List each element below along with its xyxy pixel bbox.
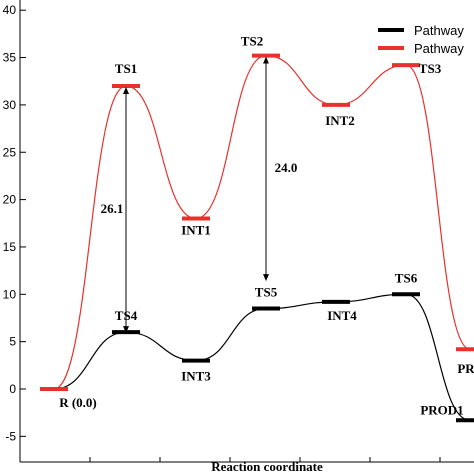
y-tick-label: 30 — [3, 98, 17, 112]
state-label: TS2 — [241, 34, 263, 49]
y-tick-label: 10 — [3, 287, 17, 301]
state-label: INT3 — [181, 369, 211, 384]
pathway-curves — [53, 55, 471, 421]
state-label: TS3 — [419, 61, 442, 76]
barrier-value-label: 26.1 — [101, 201, 124, 216]
state-label: R (0.0) — [59, 395, 97, 410]
state-label: PR — [457, 361, 474, 376]
state-label: INT2 — [325, 113, 355, 128]
legend-label: Pathway — [414, 41, 464, 56]
state-label: INT1 — [181, 223, 211, 238]
y-tick-label: 20 — [3, 193, 17, 207]
y-tick-label: 25 — [3, 145, 17, 159]
state-labels: TS4 INT3 TS5 INT4 TS6 PROD1 R (0.0) TS1 INT1 TS2 I… — [59, 34, 474, 418]
y-tick-label: 0 — [9, 382, 16, 396]
state-label: TS5 — [255, 285, 278, 300]
y-tick-label: -5 — [5, 429, 16, 443]
legend-label: Pathway — [414, 23, 464, 38]
y-tick-label: 35 — [3, 51, 17, 65]
state-label: INT4 — [327, 308, 357, 323]
state-label: TS1 — [115, 61, 137, 76]
barrier-arrows: 26.1 24.0 — [101, 56, 298, 334]
state-label: PROD1 — [420, 402, 463, 417]
state-label: TS6 — [395, 270, 418, 285]
y-tick-label: 5 — [9, 335, 16, 349]
y-tick-label: 15 — [3, 240, 17, 254]
pathway-curve — [53, 55, 471, 390]
y-tick-label: 40 — [3, 3, 17, 17]
state-label: TS4 — [115, 308, 138, 323]
barrier-value-label: 24.0 — [275, 160, 298, 175]
legend: Pathway Pathway — [378, 23, 464, 56]
energy-levels — [40, 53, 474, 423]
x-axis-label: Reaction coordinate — [211, 459, 323, 474]
